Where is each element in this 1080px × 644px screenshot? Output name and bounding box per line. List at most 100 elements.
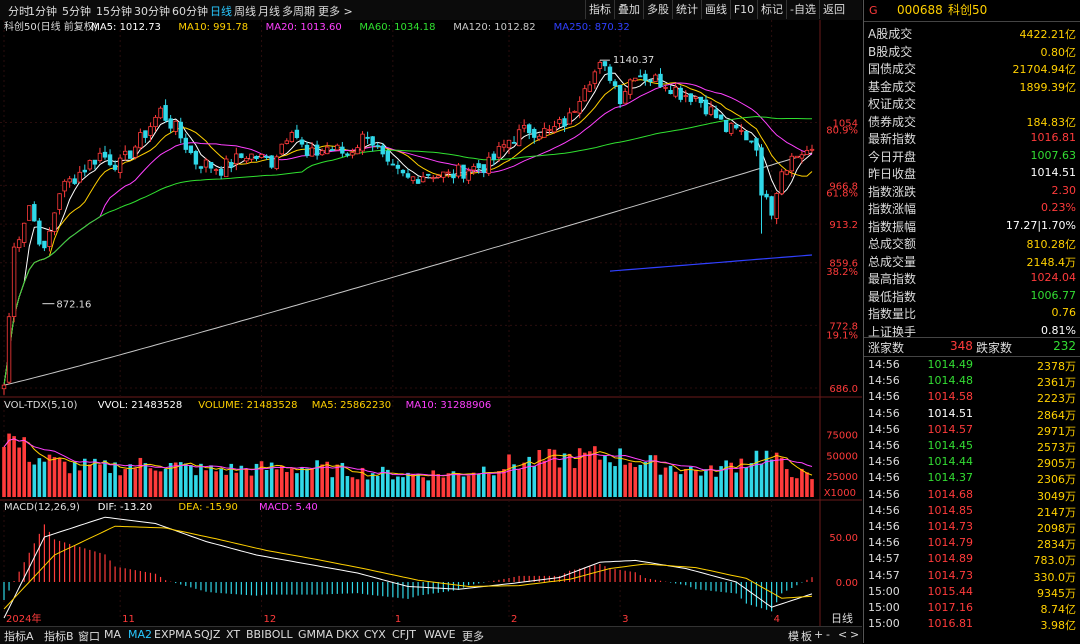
nav-button-1[interactable]: 板 bbox=[801, 630, 812, 643]
indicator-tab-1[interactable]: 指标B bbox=[44, 630, 74, 643]
candle bbox=[532, 128, 537, 138]
indicator-tab-10[interactable]: DKX bbox=[336, 628, 360, 641]
tool-button-4[interactable]: 画线 bbox=[701, 0, 730, 19]
indicator-tab-7[interactable]: XT bbox=[226, 628, 241, 641]
nav-button-0[interactable]: 模 bbox=[788, 630, 799, 643]
nav-button-5[interactable]: > bbox=[850, 628, 860, 641]
candle bbox=[628, 79, 633, 95]
period-2[interactable]: 5分钟 bbox=[62, 5, 91, 18]
up-count-label: 涨家数 bbox=[868, 341, 905, 355]
stat-label: 基金成交 bbox=[868, 79, 917, 94]
tick-time: 14:56 bbox=[868, 358, 900, 371]
candle bbox=[117, 157, 123, 173]
volume-bar bbox=[517, 469, 521, 497]
candle bbox=[249, 153, 254, 160]
candle bbox=[375, 145, 380, 147]
stat-row: 最新指数 1016.81 bbox=[864, 129, 1080, 146]
vol-legend-2: VOLUME: 21483528 bbox=[198, 400, 297, 411]
price-tick-4: 772.8 bbox=[829, 321, 858, 332]
period-3[interactable]: 15分钟 bbox=[96, 5, 132, 18]
volume-bar bbox=[704, 469, 708, 497]
indicator-tab-9[interactable]: GMMA bbox=[298, 628, 334, 641]
indicator-tab-3[interactable]: MA bbox=[104, 628, 122, 641]
tick-time: 14:56 bbox=[868, 471, 900, 485]
volume-bar bbox=[315, 460, 319, 497]
tool-button-8[interactable]: 返回 bbox=[819, 0, 848, 19]
volume-bar bbox=[759, 463, 764, 497]
tick-row: 14:56 1014.51 2864万 bbox=[864, 406, 1080, 422]
period-6[interactable]: 日线 bbox=[210, 5, 232, 18]
vol-legend-0: VOL-TDX(5,10) bbox=[4, 400, 77, 411]
volume-bar bbox=[274, 469, 279, 497]
volume-bar bbox=[128, 464, 133, 497]
indicator-tab-6[interactable]: SQJZ bbox=[194, 628, 221, 641]
candle bbox=[799, 154, 805, 159]
nav-button-3[interactable]: - bbox=[826, 628, 830, 641]
period-0[interactable]: 分时 bbox=[8, 5, 30, 18]
stat-label: 昨日收盘 bbox=[868, 167, 917, 181]
period-7[interactable]: 周线 bbox=[234, 5, 256, 18]
stat-row: 指数振幅 17.27|1.70% bbox=[864, 217, 1080, 234]
main-legend-4: MA60: 1034.18 bbox=[359, 22, 435, 33]
volume-bar bbox=[108, 473, 112, 497]
tick-row: 15:00 1017.16 8.74亿 bbox=[864, 600, 1080, 616]
indicator-tab-11[interactable]: CYX bbox=[364, 628, 386, 641]
tool-button-0[interactable]: 指标 bbox=[585, 0, 614, 19]
candle bbox=[446, 171, 451, 174]
candle bbox=[668, 89, 673, 95]
indicator-tab-13[interactable]: WAVE bbox=[424, 628, 456, 641]
main-legend-1: MA5: 1012.73 bbox=[91, 22, 161, 33]
tool-button-6[interactable]: 标记 bbox=[757, 0, 786, 19]
period-8[interactable]: 月线 bbox=[258, 5, 280, 18]
tick-price: 1014.89 bbox=[927, 552, 974, 566]
tool-button-2[interactable]: 多股 bbox=[643, 0, 672, 19]
nav-button-4[interactable]: < bbox=[838, 628, 848, 641]
volume-bar bbox=[113, 462, 117, 497]
stat-value: 21704.94亿 bbox=[1012, 63, 1077, 76]
period-1[interactable]: 1分钟 bbox=[28, 5, 57, 18]
indicator-tab-5[interactable]: EXPMA bbox=[154, 628, 193, 641]
volume-bar bbox=[547, 448, 552, 497]
candle bbox=[451, 173, 456, 179]
tool-button-1[interactable]: 叠加 bbox=[614, 0, 643, 19]
tick-time: 14:56 bbox=[868, 503, 900, 517]
kline-chart[interactable]: 1054 966.8 913.2 859.6 772.8 686.0 80.9% 61.8% 3… bbox=[0, 20, 862, 626]
stat-row: 总成交额 810.28亿 bbox=[864, 234, 1080, 251]
period-4[interactable]: 30分钟 bbox=[134, 5, 170, 18]
volume-bar bbox=[416, 474, 420, 497]
volume-bar bbox=[487, 473, 491, 497]
stat-row: B股成交 0.80亿 bbox=[864, 42, 1080, 59]
indicator-tab-8[interactable]: BBIBOLL bbox=[246, 628, 293, 641]
tick-time: 14:56 bbox=[868, 422, 900, 436]
candle bbox=[92, 159, 98, 165]
tool-button-3[interactable]: 统计 bbox=[672, 0, 701, 19]
tool-button-5[interactable]: F10 bbox=[730, 0, 757, 19]
indicator-tab-14[interactable]: 更多 bbox=[462, 630, 484, 643]
stat-label: 最新指数 bbox=[868, 132, 917, 146]
volume-bar bbox=[355, 479, 360, 497]
volume-bar bbox=[370, 473, 375, 497]
period-9[interactable]: 多周期 bbox=[282, 5, 315, 18]
tool-button-7[interactable]: -自选 bbox=[786, 0, 819, 19]
nav-button-2[interactable]: + bbox=[814, 628, 824, 641]
main-legend-0: 科创50(日线 前复权) bbox=[4, 20, 98, 33]
period-10[interactable]: 更多 > bbox=[318, 5, 353, 18]
indicator-tab-0[interactable]: 指标A bbox=[4, 630, 34, 643]
period-toolbar: 分时 1分钟 5分钟 15分钟 30分钟 60分钟 日线 周线 月线 多周期 更多 > 指标 叠加 多股统… bbox=[0, 0, 862, 21]
volume-bar bbox=[749, 463, 754, 497]
candle bbox=[779, 171, 784, 195]
indicator-tab-12[interactable]: CFJT bbox=[392, 628, 416, 641]
candle bbox=[345, 153, 350, 156]
tick-volume: 2834万 bbox=[1037, 538, 1076, 552]
period-5[interactable]: 60分钟 bbox=[172, 5, 208, 18]
volume-bar bbox=[603, 455, 607, 497]
dea-line bbox=[3, 525, 813, 610]
macd-legend-3: MACD: 5.40 bbox=[259, 502, 318, 513]
candle bbox=[360, 133, 365, 152]
volume-bar bbox=[234, 472, 239, 497]
indicator-tab-4[interactable]: MA2 bbox=[128, 628, 153, 641]
candle bbox=[370, 136, 375, 146]
volume-bar bbox=[668, 465, 673, 497]
indicator-tab-2[interactable]: 窗口 bbox=[78, 630, 100, 643]
down-count-label: 跌家数 bbox=[976, 341, 1013, 355]
